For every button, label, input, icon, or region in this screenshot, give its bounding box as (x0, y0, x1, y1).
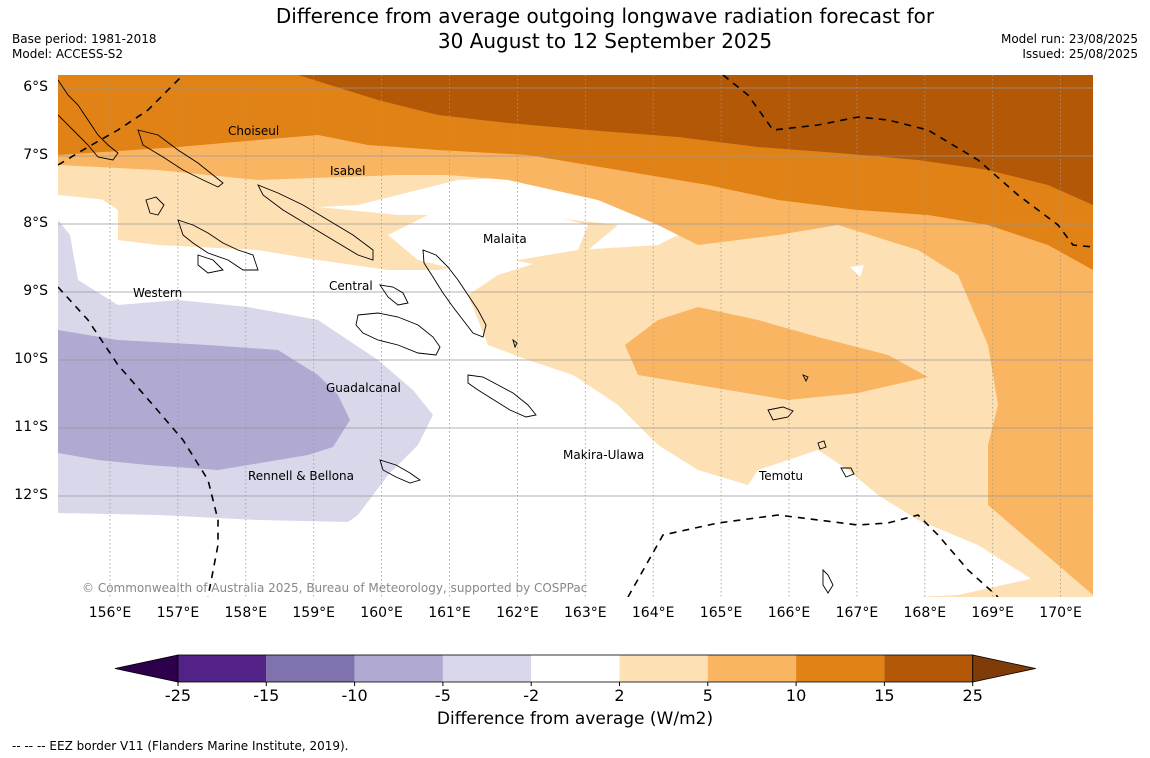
province-labels: Choiseul Isabel Malaita Western Central … (133, 124, 803, 483)
island-vella (145, 196, 165, 216)
copyright-text: © Commonwealth of Australia 2025, Bureau… (82, 581, 587, 595)
colorbar-tick-label: -25 (165, 686, 191, 705)
lon-tick-label: 170°E (1039, 605, 1082, 621)
olr-map: Choiseul Isabel Malaita Western Central … (58, 75, 1093, 597)
lat-tick-label: 6°S (23, 79, 48, 95)
colorbar-segment (796, 655, 885, 682)
lon-tick-label: 165°E (699, 605, 743, 621)
colorbar-segment (619, 655, 708, 682)
lat-tick-label: 9°S (23, 283, 48, 299)
island-outlines (58, 79, 855, 594)
lat-tick-label: 11°S (14, 419, 48, 435)
colorbar-segment (707, 655, 797, 682)
contour-5-10-blob (625, 307, 928, 400)
colorbar-extend-low (114, 654, 179, 683)
lon-tick-label: 158°E (224, 605, 268, 621)
lat-tick-label: 8°S (23, 215, 48, 231)
colorbar-tick-label: -5 (435, 686, 451, 705)
eez-border (58, 75, 1093, 597)
island-small-2 (822, 568, 834, 594)
island-rendova (197, 254, 224, 274)
lon-tick-label: 169°E (971, 605, 1014, 621)
colorbar-segment (354, 655, 443, 682)
lon-tick-label: 168°E (903, 605, 947, 621)
colorbar-segment (266, 655, 355, 682)
island-florida (379, 284, 409, 306)
lon-tick-label: 167°E (835, 605, 879, 621)
meta-left: Base period: 1981-2018 Model: ACCESS-S2 (12, 32, 157, 62)
island-malaita (422, 249, 487, 338)
lon-tick-label: 156°E (88, 605, 132, 621)
graticule (58, 75, 1093, 597)
label-makira-ulawa: Makira-Ulawa (563, 448, 644, 462)
island-choiseul (137, 129, 224, 188)
colorbar-label: Difference from average (W/m2) (436, 709, 714, 729)
island-small-3 (512, 338, 518, 349)
colorbar-tick-label: 25 (963, 686, 983, 705)
title-line-1: Difference from average outgoing longwav… (275, 4, 935, 28)
label-choiseul: Choiseul (228, 124, 279, 138)
colorbar-tick-label: 5 (703, 686, 713, 705)
chart-title: Difference from average outgoing longwav… (200, 4, 1010, 54)
label-malaita: Malaita (483, 232, 527, 246)
island-small-1 (802, 374, 809, 383)
colorbar: -25 -15 -10 -5 -2 2 5 10 15 25 (114, 654, 1036, 705)
lat-tick-label: 10°S (14, 351, 48, 367)
colorbar-tick-label: 2 (614, 686, 624, 705)
issued-date: Issued: 25/08/2025 (1022, 47, 1138, 61)
model-name: Model: ACCESS-S2 (12, 47, 124, 61)
lon-tick-label: 164°E (631, 605, 675, 621)
island-utupua (840, 467, 855, 478)
lon-tick-label: 163°E (564, 605, 607, 621)
label-rennell-bellona: Rennell & Bellona (248, 469, 354, 483)
colorbar-segment (884, 655, 973, 682)
lon-tick-label: 162°E (496, 605, 539, 621)
island-isabel (257, 184, 374, 261)
contour-minus5-minus10 (58, 330, 350, 470)
model-run: Model run: 23/08/2025 (1000, 32, 1138, 46)
island-bougainville (58, 79, 119, 161)
colorbar-tick-label: 15 (874, 686, 894, 705)
island-rennell (379, 459, 422, 484)
island-makira (467, 374, 537, 418)
lat-tick-label: 12°S (14, 487, 48, 503)
label-temotu: Temotu (758, 469, 803, 483)
lon-tick-label: 157°E (156, 605, 200, 621)
lon-tick-label: 166°E (767, 605, 811, 621)
colorbar-tick-label: -10 (342, 686, 368, 705)
base-period: Base period: 1981-2018 (12, 32, 157, 46)
lon-tick-label: 160°E (360, 605, 403, 621)
eez-footnote: -- -- -- EEZ border V11 (Flanders Marine… (12, 739, 349, 753)
colorbar-segment (442, 655, 532, 682)
title-line-2: 30 August to 12 September 2025 (437, 29, 773, 53)
label-central: Central (329, 279, 373, 293)
meta-right: Model run: 23/08/2025 Issued: 25/08/2025 (1001, 32, 1138, 62)
label-isabel: Isabel (330, 164, 365, 178)
island-guadalcanal (355, 312, 441, 356)
colorbar-tick-label: -15 (253, 686, 279, 705)
label-guadalcanal: Guadalcanal (326, 381, 401, 395)
contour-neutral-small (850, 265, 864, 277)
contour-neutral-malaita (388, 210, 588, 270)
colorbar-segment (531, 655, 620, 682)
lon-tick-label: 159°E (292, 605, 335, 621)
colorbar-segment (178, 655, 267, 682)
contour-2-5-south (918, 575, 1093, 597)
island-vanikoro (817, 440, 827, 450)
island-santa-cruz (767, 406, 794, 421)
lon-tick-label: 161°E (428, 605, 471, 621)
lat-tick-label: 7°S (23, 147, 48, 163)
colorbar-tick-label: 10 (786, 686, 806, 705)
island-new-georgia (177, 219, 259, 271)
colorbar-outline (177, 654, 974, 683)
colorbar-tick-label: -2 (523, 686, 539, 705)
label-western: Western (133, 286, 182, 300)
colorbar-extend-high (972, 654, 1036, 683)
contour-15-25 (298, 75, 1093, 205)
